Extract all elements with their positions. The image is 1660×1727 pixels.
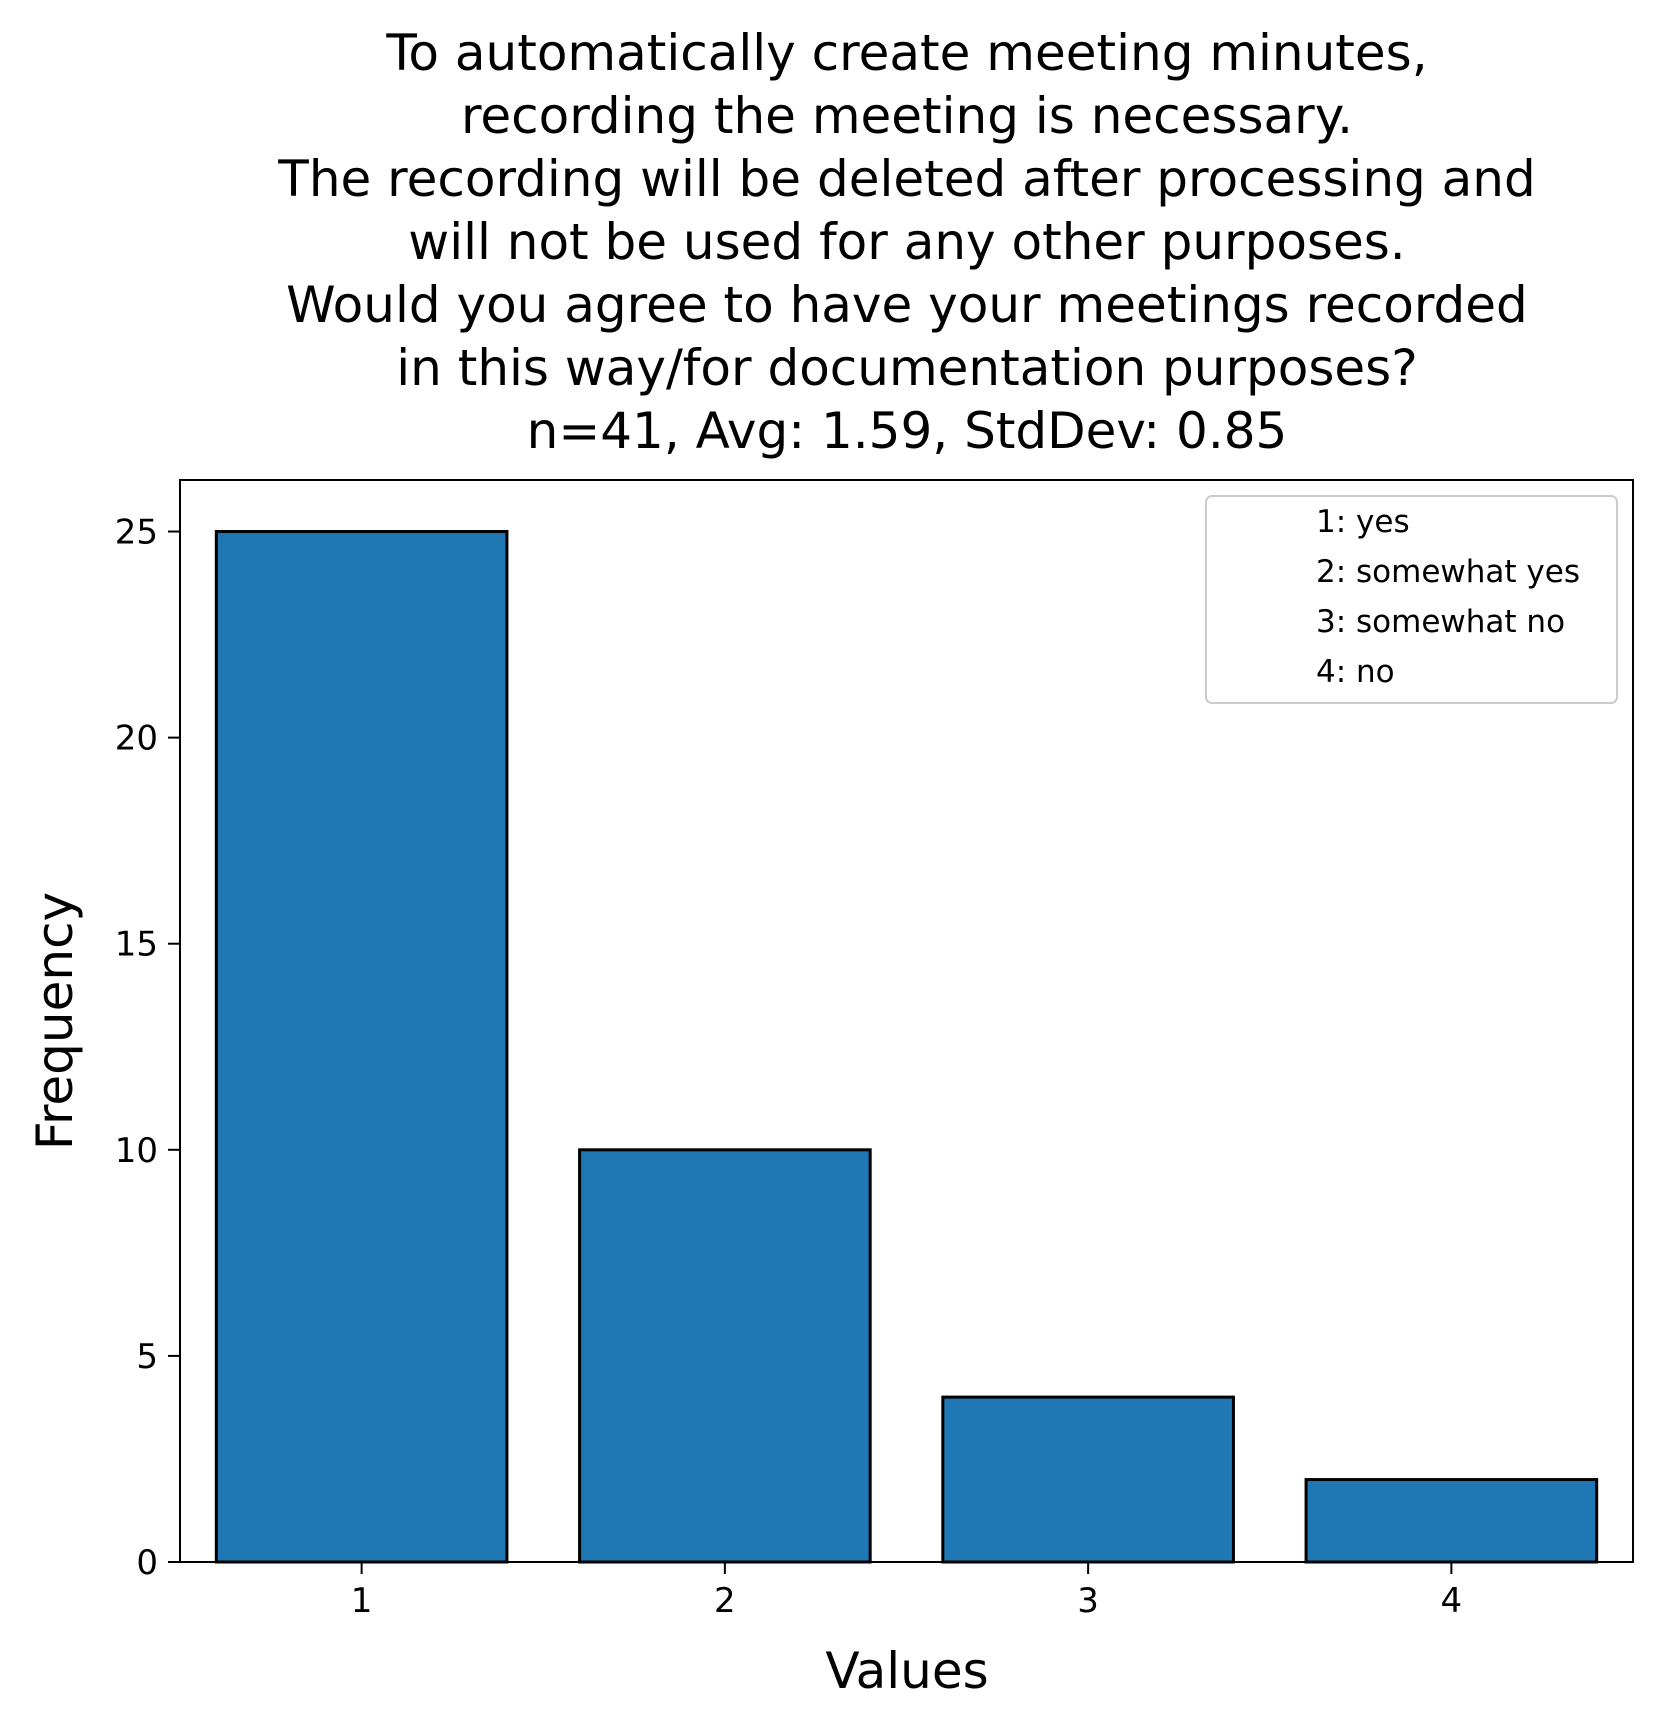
y-tick-label: 0	[136, 1543, 158, 1583]
x-tick-label: 4	[1441, 1581, 1463, 1621]
y-tick-label: 25	[115, 513, 158, 553]
title-line-7: n=41, Avg: 1.59, StdDev: 0.85	[527, 402, 1288, 460]
y-axis-ticks: 0 5 10 15 20 25	[115, 513, 180, 1583]
title-line-6: in this way/for documentation purposes?	[396, 339, 1418, 397]
legend-entry-1: 1: yes	[1316, 504, 1410, 540]
legend: 1: yes 2: somewhat yes 3: somewhat no 4:…	[1205, 495, 1618, 704]
bar-1	[214, 530, 509, 1564]
title-line-5: Would you agree to have your meetings re…	[286, 276, 1528, 334]
y-tick-label: 5	[136, 1337, 158, 1377]
bar-3	[941, 1395, 1235, 1564]
title-line-4: will not be used for any other purposes.	[408, 213, 1405, 271]
x-axis-ticks: 1 2 3 4	[351, 1562, 1462, 1621]
title-line-3: The recording will be deleted after proc…	[277, 150, 1535, 208]
chart-title: To automatically create meeting minutes,…	[277, 24, 1535, 460]
legend-entry-2: 2: somewhat yes	[1316, 554, 1580, 590]
bars-group	[214, 530, 1599, 1564]
y-tick-label: 20	[115, 719, 158, 759]
y-tick-label: 15	[115, 925, 158, 965]
legend-frame	[1205, 495, 1618, 704]
bar-4	[1304, 1478, 1599, 1564]
bar-2	[578, 1148, 872, 1564]
legend-entry-3: 3: somewhat no	[1316, 604, 1565, 640]
y-tick-label: 10	[115, 1131, 158, 1171]
x-axis-label: Values	[825, 1642, 988, 1700]
x-tick-label: 3	[1077, 1581, 1099, 1621]
title-line-2: recording the meeting is necessary.	[461, 87, 1353, 145]
x-tick-label: 1	[351, 1581, 373, 1621]
plot-area-frame	[179, 479, 1634, 1563]
title-line-1: To automatically create meeting minutes,	[385, 24, 1427, 82]
y-axis-label: Frequency	[26, 892, 84, 1150]
x-tick-label: 2	[714, 1581, 736, 1621]
legend-entry-4: 4: no	[1316, 654, 1395, 690]
